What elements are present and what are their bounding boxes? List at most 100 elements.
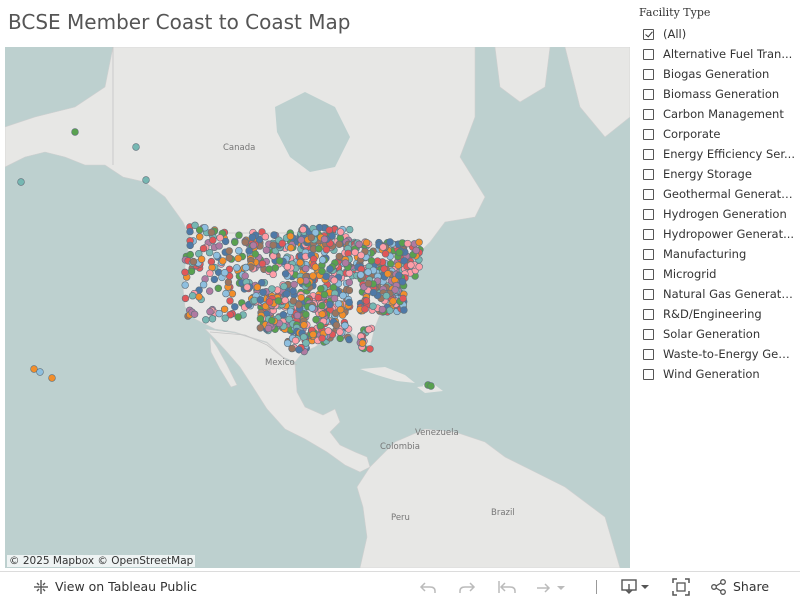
- facility-marker[interactable]: [270, 231, 278, 239]
- facility-marker[interactable]: [364, 279, 373, 288]
- facility-marker[interactable]: [235, 231, 243, 239]
- filter-option[interactable]: (All): [643, 24, 800, 44]
- filter-checkbox[interactable]: [643, 308, 654, 320]
- facility-marker[interactable]: [224, 278, 233, 286]
- filter-option[interactable]: Wind Generation: [643, 364, 800, 384]
- facility-marker[interactable]: [208, 315, 217, 323]
- facility-marker[interactable]: [361, 305, 369, 313]
- facility-marker[interactable]: [395, 271, 403, 280]
- facility-marker[interactable]: [404, 239, 412, 248]
- facility-marker[interactable]: [336, 234, 344, 242]
- facility-marker[interactable]: [322, 245, 331, 254]
- facility-marker[interactable]: [268, 316, 276, 325]
- filter-option[interactable]: Manufacturing: [643, 244, 800, 264]
- facility-marker[interactable]: [228, 290, 237, 298]
- facility-marker[interactable]: [320, 290, 329, 299]
- facility-marker[interactable]: [400, 306, 408, 314]
- filter-option[interactable]: Hydropower Generat...: [643, 224, 800, 244]
- facility-marker[interactable]: [235, 247, 243, 255]
- facility-marker[interactable]: [283, 339, 292, 347]
- undo-button[interactable]: [419, 572, 437, 601]
- facility-marker[interactable]: [336, 306, 345, 314]
- facility-marker[interactable]: [314, 293, 322, 302]
- facility-marker[interactable]: [289, 297, 297, 305]
- facility-marker[interactable]: [318, 302, 326, 310]
- revert-button[interactable]: [497, 572, 517, 601]
- facility-marker[interactable]: [181, 281, 189, 289]
- facility-marker[interactable]: [283, 290, 291, 298]
- facility-marker[interactable]: [351, 248, 359, 257]
- facility-marker[interactable]: [300, 321, 308, 329]
- facility-marker[interactable]: [269, 270, 277, 279]
- facility-marker[interactable]: [328, 232, 336, 240]
- facility-marker[interactable]: [258, 260, 267, 268]
- facility-marker[interactable]: [233, 264, 241, 272]
- filter-checkbox[interactable]: [643, 248, 654, 260]
- filter-checkbox[interactable]: [643, 208, 654, 220]
- facility-marker[interactable]: [379, 243, 387, 251]
- filter-option[interactable]: Hydrogen Generation: [643, 204, 800, 224]
- facility-marker[interactable]: [222, 289, 230, 298]
- map[interactable]: Canada Mexico Venezuela Colombia Peru Br…: [5, 47, 630, 568]
- facility-marker[interactable]: [48, 374, 56, 382]
- facility-marker[interactable]: [318, 334, 326, 342]
- facility-marker[interactable]: [335, 252, 343, 261]
- facility-markers[interactable]: [17, 128, 435, 390]
- facility-marker[interactable]: [265, 298, 274, 306]
- facility-marker[interactable]: [302, 310, 310, 319]
- facility-marker[interactable]: [290, 280, 298, 289]
- facility-marker[interactable]: [369, 302, 377, 310]
- facility-marker[interactable]: [225, 254, 234, 262]
- facility-marker[interactable]: [381, 250, 390, 258]
- facility-marker[interactable]: [221, 237, 230, 246]
- facility-marker[interactable]: [195, 293, 203, 301]
- facility-marker[interactable]: [202, 316, 210, 324]
- filter-checkbox[interactable]: [643, 28, 654, 40]
- facility-marker[interactable]: [181, 294, 190, 303]
- facility-marker[interactable]: [213, 251, 221, 260]
- facility-marker[interactable]: [205, 248, 214, 257]
- facility-marker[interactable]: [378, 305, 387, 314]
- facility-marker[interactable]: [286, 232, 295, 241]
- facility-marker[interactable]: [199, 244, 208, 253]
- facility-marker[interactable]: [415, 263, 423, 271]
- facility-marker[interactable]: [215, 242, 223, 250]
- filter-checkbox[interactable]: [643, 88, 654, 100]
- facility-marker[interactable]: [256, 315, 265, 323]
- facility-marker[interactable]: [362, 297, 371, 305]
- facility-marker[interactable]: [259, 288, 267, 297]
- filter-option[interactable]: Energy Storage: [643, 164, 800, 184]
- facility-marker[interactable]: [142, 176, 150, 184]
- facility-marker[interactable]: [395, 248, 404, 257]
- facility-marker[interactable]: [271, 264, 279, 272]
- filter-checkbox[interactable]: [643, 188, 654, 200]
- facility-marker[interactable]: [318, 310, 326, 318]
- facility-marker[interactable]: [364, 268, 372, 276]
- facility-marker[interactable]: [365, 325, 373, 334]
- filter-checkbox[interactable]: [643, 328, 654, 340]
- facility-marker[interactable]: [297, 294, 305, 302]
- facility-marker[interactable]: [362, 238, 371, 247]
- facility-marker[interactable]: [199, 281, 208, 289]
- facility-marker[interactable]: [196, 233, 204, 241]
- facility-marker[interactable]: [132, 143, 140, 151]
- facility-marker[interactable]: [181, 268, 189, 277]
- facility-marker[interactable]: [187, 267, 196, 276]
- facility-marker[interactable]: [357, 271, 365, 279]
- filter-checkbox[interactable]: [643, 348, 654, 360]
- facility-marker[interactable]: [367, 257, 376, 265]
- facility-marker[interactable]: [221, 269, 229, 277]
- facility-marker[interactable]: [283, 263, 292, 271]
- filter-checkbox[interactable]: [643, 368, 654, 380]
- facility-marker[interactable]: [186, 250, 195, 259]
- filter-checkbox[interactable]: [643, 228, 654, 240]
- facility-marker[interactable]: [391, 286, 399, 294]
- facility-marker[interactable]: [264, 324, 273, 333]
- facility-marker[interactable]: [287, 244, 295, 252]
- facility-marker[interactable]: [221, 314, 229, 322]
- facility-marker[interactable]: [331, 309, 340, 317]
- facility-marker[interactable]: [312, 315, 320, 324]
- facility-marker[interactable]: [324, 327, 332, 335]
- facility-marker[interactable]: [281, 270, 290, 278]
- facility-marker[interactable]: [373, 257, 382, 265]
